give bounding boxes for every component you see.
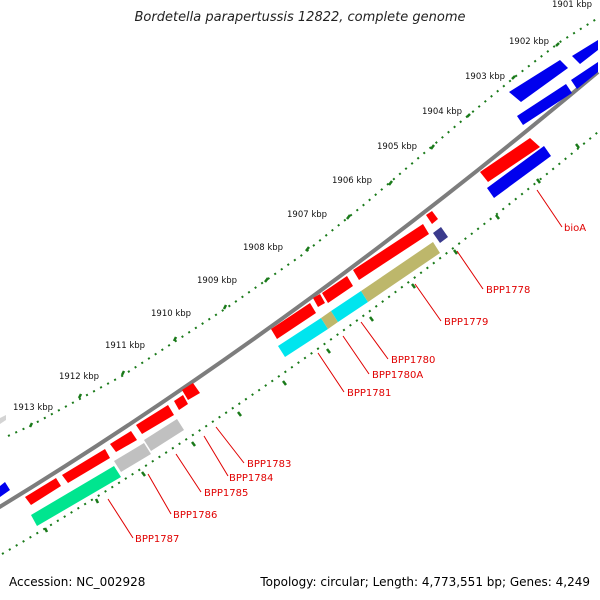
ruler-label: 1909 kbp <box>197 276 237 286</box>
ruler-label: 1902 kbp <box>509 37 549 47</box>
gene-arrow[interactable] <box>25 478 61 505</box>
gene-label[interactable]: BPP1785 <box>204 488 248 499</box>
gene-arrow[interactable] <box>136 405 174 434</box>
gene-arrow[interactable] <box>480 138 540 182</box>
gene-arrow[interactable] <box>110 431 137 452</box>
reverse-strand-genes <box>31 62 598 526</box>
gene-arrow[interactable] <box>426 211 438 224</box>
outer-ruler: 1901 kbp 1902 kbp 1903 kbp 1904 kbp 1905… <box>7 0 599 437</box>
ruler-label: 1910 kbp <box>151 309 191 319</box>
ruler-label: 1903 kbp <box>465 72 505 82</box>
gene-arrow[interactable] <box>313 294 325 307</box>
gene-arrow[interactable] <box>278 318 328 357</box>
ruler-label: 1905 kbp <box>377 142 417 152</box>
gene-label[interactable]: BPP1780A <box>372 370 423 381</box>
gene-arrow[interactable] <box>271 303 316 339</box>
accession-text: Accession: NC_002928 <box>9 575 146 589</box>
gene-arrow[interactable] <box>322 276 353 303</box>
gene-arrow[interactable] <box>31 466 121 526</box>
outer-ruler-ticks <box>28 42 560 428</box>
gene-labels: bioA BPP1778 BPP1779 BPP1780 BPP1780A BP… <box>135 223 586 545</box>
ruler-label: 1911 kbp <box>105 341 145 351</box>
ruler-label: 1907 kbp <box>287 210 327 220</box>
ruler-label: 1901 kbp <box>552 0 592 10</box>
gene-label[interactable]: BPP1778 <box>486 285 530 296</box>
ruler-label: 1908 kbp <box>243 243 283 253</box>
ruler-labels: 1901 kbp 1902 kbp 1903 kbp 1904 kbp 1905… <box>13 0 592 413</box>
gene-arrow[interactable] <box>361 242 440 302</box>
ruler-label: 1904 kbp <box>422 107 462 117</box>
gene-arrow[interactable] <box>353 224 429 280</box>
gene-arrow[interactable] <box>331 291 368 322</box>
genome-summary-text: Topology: circular; Length: 4,773,551 bp… <box>260 575 590 589</box>
gene-label[interactable]: BPP1781 <box>347 388 391 399</box>
inner-ruler <box>1 131 599 555</box>
map-title: Bordetella parapertussis 12822, complete… <box>134 10 466 25</box>
forward-strand-genes <box>0 40 598 505</box>
gene-arrow[interactable] <box>114 443 151 472</box>
gene-label[interactable]: BPP1786 <box>173 510 217 521</box>
gene-label[interactable]: BPP1784 <box>229 473 273 484</box>
gene-arrow[interactable] <box>321 311 338 329</box>
ruler-label: 1906 kbp <box>332 176 372 186</box>
gene-arrow[interactable] <box>509 60 568 102</box>
inner-ruler-ticks <box>43 143 580 533</box>
gene-arrow[interactable] <box>571 62 598 89</box>
gene-arrow[interactable] <box>62 449 110 483</box>
gene-arrow[interactable] <box>182 383 200 400</box>
gene-arrow[interactable] <box>517 84 572 125</box>
ruler-label: 1912 kbp <box>59 372 99 382</box>
gene-label[interactable]: bioA <box>564 223 586 234</box>
gene-arrow[interactable] <box>174 395 188 410</box>
gene-arrow[interactable] <box>572 40 598 64</box>
gene-arrow[interactable] <box>487 146 551 198</box>
ruler-label: 1913 kbp <box>13 403 53 413</box>
gene-arrow[interactable] <box>144 419 184 451</box>
gene-arrow[interactable] <box>433 227 448 243</box>
gene-arrow[interactable] <box>0 482 10 497</box>
gene-label[interactable]: BPP1780 <box>391 355 435 366</box>
gene-label[interactable]: BPP1779 <box>444 317 488 328</box>
label-leader-lines <box>107 189 563 539</box>
gene-arrow[interactable] <box>0 415 6 424</box>
gene-label[interactable]: BPP1783 <box>247 459 291 470</box>
gene-label[interactable]: BPP1787 <box>135 534 179 545</box>
genome-backbone <box>0 70 600 510</box>
